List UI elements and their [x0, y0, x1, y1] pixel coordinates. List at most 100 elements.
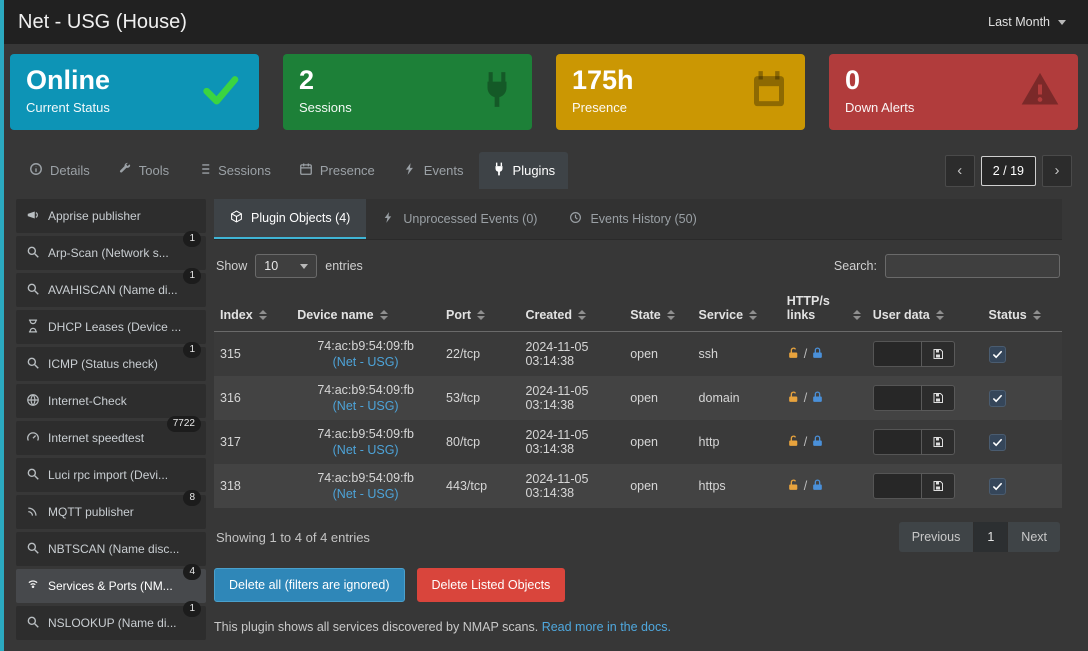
tab-plugins[interactable]: Plugins: [478, 152, 569, 189]
sidebar-item-luci-rpc[interactable]: Luci rpc import (Devi...: [16, 458, 206, 492]
card-value: 175h: [572, 65, 634, 95]
cell-device-name: 74:ac:b9:54:09:fb (Net - USG): [291, 420, 440, 464]
device-link[interactable]: (Net - USG): [332, 399, 399, 413]
status-checkbox[interactable]: [988, 345, 1006, 363]
entries-summary: Showing 1 to 4 of 4 entries: [216, 529, 370, 545]
status-checkbox[interactable]: [988, 433, 1006, 451]
sidebar-item-avahiscan[interactable]: AVAHISCAN (Name di... 1: [16, 268, 206, 307]
search-label: Search:: [833, 259, 877, 273]
pager-prev-button[interactable]: ‹: [944, 154, 975, 187]
col-header-user-data[interactable]: User data: [866, 288, 983, 332]
sidebar-item-speedtest[interactable]: Internet speedtest 7722: [16, 416, 206, 455]
sidebar-item-nslookup[interactable]: NSLOOKUP (Name di... 1: [16, 601, 206, 640]
col-header-http-links[interactable]: HTTP/s links: [780, 288, 867, 332]
delete-all-button[interactable]: Delete all (filters are ignored): [214, 568, 405, 602]
nav-tabs: Details Tools Sessions Presence Events P…: [16, 152, 569, 189]
panel-tabs: Plugin Objects (4) Unprocessed Events (0…: [214, 199, 1062, 240]
unlock-icon[interactable]: [787, 390, 800, 407]
sort-icon: [258, 310, 267, 320]
sidebar-item-internet-check[interactable]: Internet-Check: [16, 384, 206, 418]
previous-page-button[interactable]: Previous: [898, 522, 975, 552]
tab-tools[interactable]: Tools: [105, 152, 182, 189]
device-mac: 74:ac:b9:54:09:fb: [317, 427, 414, 441]
radar-icon: [26, 578, 40, 595]
globe-icon: [26, 393, 40, 410]
page-number-button[interactable]: 1: [974, 522, 1009, 552]
show-label: Show: [216, 259, 248, 273]
tab-details[interactable]: Details: [16, 152, 103, 189]
lock-icon[interactable]: [811, 478, 824, 495]
pager-value: 2 / 19: [980, 155, 1036, 186]
col-header-index[interactable]: Index: [214, 288, 292, 332]
sidebar-item-icmp[interactable]: ICMP (Status check) 1: [16, 342, 206, 381]
hourglass-icon: [26, 319, 40, 336]
lock-icon[interactable]: [811, 346, 824, 363]
cell-http-links: /: [781, 464, 867, 508]
cell-http-links: /: [781, 332, 867, 377]
user-data-input[interactable]: [872, 341, 921, 367]
pager-next-button[interactable]: ›: [1042, 154, 1072, 187]
cube-icon: [230, 210, 243, 226]
period-selector[interactable]: Last Month: [982, 11, 1072, 33]
device-link[interactable]: (Net - USG): [332, 355, 399, 369]
sidebar-item-nbtscan[interactable]: NBTSCAN (Name disc...: [16, 532, 206, 566]
col-header-device-name[interactable]: Device name: [291, 288, 441, 332]
device-link[interactable]: (Net - USG): [332, 487, 399, 501]
lock-icon[interactable]: [811, 434, 824, 451]
status-checkbox[interactable]: [988, 389, 1006, 407]
col-header-created[interactable]: Created: [519, 288, 625, 332]
list-icon: [197, 162, 211, 179]
docs-link[interactable]: Read more in the docs.: [541, 620, 671, 634]
plug-icon: [478, 69, 516, 116]
save-button[interactable]: [920, 341, 955, 367]
save-button[interactable]: [920, 385, 955, 411]
delete-listed-button[interactable]: Delete Listed Objects: [416, 568, 566, 602]
user-data-input[interactable]: [872, 429, 921, 455]
publish-icon: [26, 504, 40, 521]
main-area: Apprise publisher Arp-Scan (Network s...…: [0, 189, 1088, 643]
unlock-icon[interactable]: [787, 478, 800, 495]
save-button[interactable]: [920, 473, 955, 499]
tab-events-history[interactable]: Events History (50): [553, 199, 712, 239]
col-header-state[interactable]: State: [624, 288, 693, 332]
page-size-select[interactable]: 10: [255, 254, 318, 278]
count-badge: 1: [183, 268, 201, 284]
col-header-service[interactable]: Service: [692, 288, 781, 332]
sidebar-item-mqtt[interactable]: MQTT publisher 8: [16, 490, 206, 529]
plugin-objects-table: Index Device name Port Created State Ser…: [214, 288, 1062, 508]
card-presence: 175h Presence: [556, 54, 805, 130]
status-checkbox[interactable]: [988, 477, 1006, 495]
lock-icon[interactable]: [811, 390, 824, 407]
wrench-icon: [118, 162, 132, 179]
tab-sessions[interactable]: Sessions: [184, 152, 284, 189]
col-header-status[interactable]: Status: [982, 288, 1062, 332]
search-input[interactable]: [885, 254, 1060, 278]
user-data-input[interactable]: [872, 385, 921, 411]
device-link[interactable]: (Net - USG): [332, 443, 399, 457]
sidebar-item-apprise[interactable]: Apprise publisher: [16, 199, 206, 233]
sort-icon: [666, 310, 675, 320]
device-mac: 74:ac:b9:54:09:fb: [317, 471, 414, 485]
sidebar-item-services-ports[interactable]: Services & Ports (NM... 4: [16, 564, 206, 603]
tab-presence[interactable]: Presence: [286, 152, 388, 189]
tab-unprocessed-events[interactable]: Unprocessed Events (0): [366, 199, 553, 239]
save-button[interactable]: [920, 429, 955, 455]
tab-events[interactable]: Events: [390, 152, 477, 189]
cell-service: http: [698, 435, 720, 449]
cell-status: [983, 332, 1062, 377]
cell-service: domain: [698, 391, 740, 405]
unlock-icon[interactable]: [787, 434, 800, 451]
count-badge: 4: [183, 564, 201, 580]
tab-plugin-objects[interactable]: Plugin Objects (4): [214, 199, 367, 239]
cell-device-name: 74:ac:b9:54:09:fb (Net - USG): [291, 376, 440, 420]
sidebar-item-dhcp-leases[interactable]: DHCP Leases (Device ...: [16, 310, 206, 344]
sidebar-item-arpscan[interactable]: Arp-Scan (Network s... 1: [16, 231, 206, 270]
user-data-input[interactable]: [872, 473, 921, 499]
unlock-icon[interactable]: [787, 346, 800, 363]
next-page-button[interactable]: Next: [1008, 522, 1060, 552]
cell-user-data: [867, 332, 983, 377]
period-label: Last Month: [988, 15, 1050, 29]
col-header-port[interactable]: Port: [440, 288, 520, 332]
check-icon: [197, 70, 243, 115]
table-row: 318 74:ac:b9:54:09:fb (Net - USG) 443/tc…: [214, 464, 1062, 508]
